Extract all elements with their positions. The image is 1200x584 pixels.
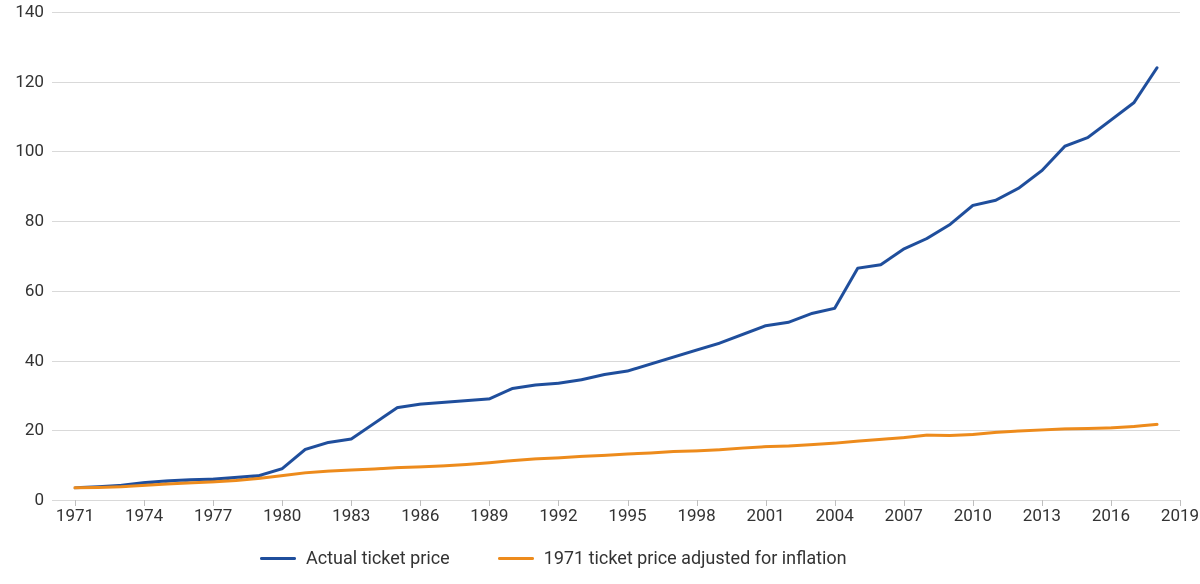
x-tick-label: 2019 (1161, 500, 1199, 526)
x-tick-label: 1983 (332, 500, 370, 526)
chart-legend: Actual ticket price 1971 ticket price adj… (260, 548, 847, 569)
x-tick-label: 2001 (747, 500, 785, 526)
ticket-price-chart: 0 20 40 60 80 100 120 140 1971 1974 1977 1980 1983 19… (0, 0, 1200, 584)
x-tick-label: 1998 (677, 500, 715, 526)
x-tick-label: 1992 (539, 500, 577, 526)
legend-label: Actual ticket price (306, 548, 450, 569)
x-tick-label: 2016 (1092, 500, 1130, 526)
y-tick-label: 60 (25, 281, 52, 301)
legend-swatch (260, 557, 296, 560)
y-tick-label: 0 (34, 490, 52, 510)
x-tick-label: 1995 (608, 500, 646, 526)
y-tick-label: 140 (15, 2, 52, 22)
x-tick-label: 2013 (1023, 500, 1061, 526)
legend-label: 1971 ticket price adjusted for inflation (544, 548, 847, 569)
legend-item: Actual ticket price (260, 548, 450, 569)
y-tick-label: 120 (15, 72, 52, 92)
x-tick-label: 1971 (56, 500, 94, 526)
x-tick-label: 1986 (401, 500, 439, 526)
y-tick-label: 20 (25, 420, 52, 440)
legend-item: 1971 ticket price adjusted for inflation (498, 548, 847, 569)
x-tick-label: 2007 (885, 500, 923, 526)
legend-swatch (498, 557, 534, 560)
y-tick-label: 80 (25, 211, 52, 231)
x-tick-label: 1977 (194, 500, 232, 526)
plot-area: 0204060801001201401971197419771980198319… (52, 12, 1180, 500)
x-tick-label: 1980 (263, 500, 301, 526)
x-tick-label: 1974 (125, 500, 163, 526)
y-tick-label: 40 (25, 351, 52, 371)
x-tick-label: 1989 (470, 500, 508, 526)
y-tick-label: 100 (15, 141, 52, 161)
x-tick-label: 2010 (954, 500, 992, 526)
x-tick-label: 2004 (816, 500, 854, 526)
lines-svg (52, 12, 1180, 500)
series-line (75, 68, 1157, 488)
